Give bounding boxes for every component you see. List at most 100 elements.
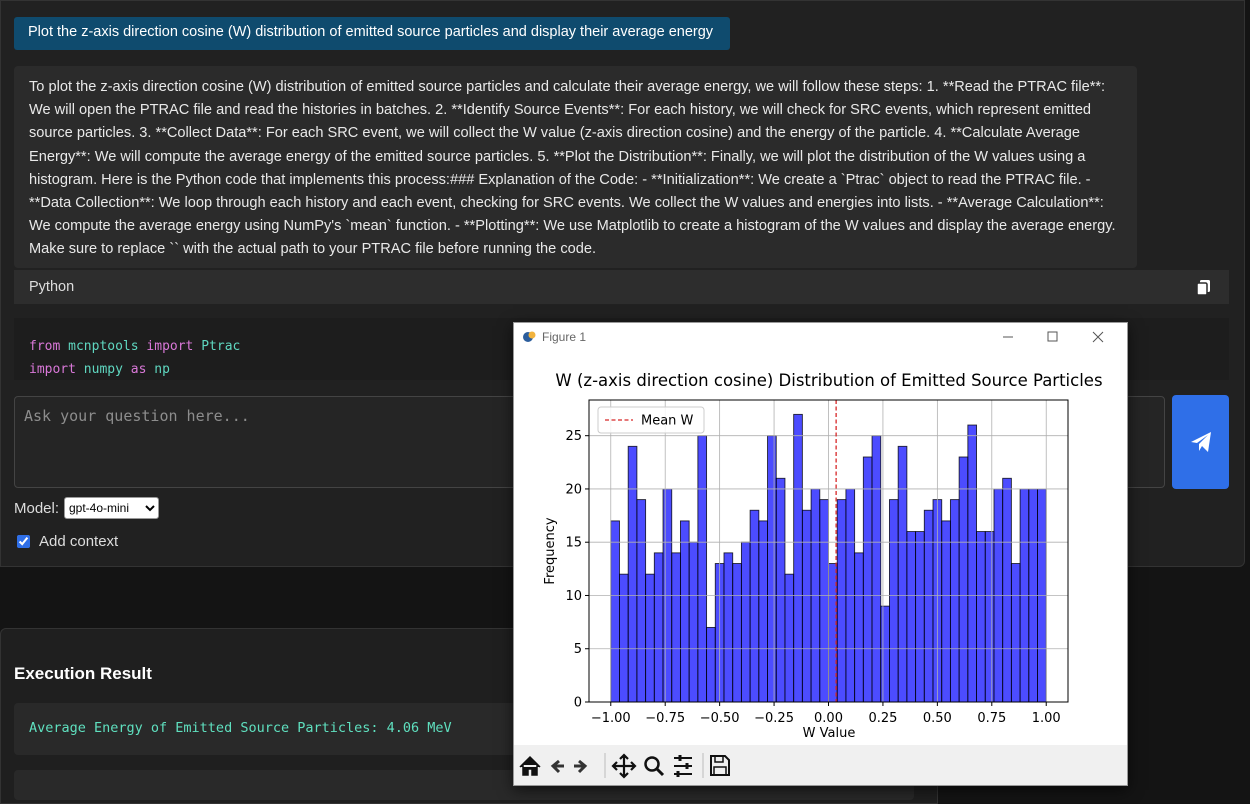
code-token: from	[29, 339, 61, 354]
maximize-button[interactable]	[1047, 331, 1058, 342]
home-button[interactable]	[519, 755, 541, 776]
histogram-bar	[767, 435, 777, 703]
y-tick-label: 20	[565, 482, 582, 497]
close-button[interactable]	[1092, 331, 1104, 343]
axes-frame	[588, 399, 1069, 703]
code-token: np	[154, 362, 170, 377]
send-button[interactable]	[1172, 395, 1229, 489]
histogram-bar	[862, 456, 873, 703]
model-select[interactable]: gpt-4o-mini	[64, 497, 159, 519]
histogram-bar	[967, 424, 978, 703]
histogram-bar	[775, 477, 786, 703]
histogram-bar	[723, 552, 734, 703]
y-tick-label: 0	[574, 696, 582, 711]
x-tick-label: 0.25	[868, 711, 897, 726]
chart-title: W (z-axis direction cosine) Distribution…	[555, 371, 1102, 390]
code-line: import numpy as np	[29, 358, 1214, 381]
histogram-bar	[645, 573, 655, 703]
zoom-button[interactable]	[644, 756, 660, 772]
execution-title: Execution Result	[14, 664, 152, 683]
histogram-bar	[854, 552, 864, 703]
save-icon-part	[714, 755, 724, 763]
histogram-bar	[688, 541, 699, 703]
histogram-bar	[758, 520, 768, 703]
code-line: from mcnptools import Ptrac	[29, 335, 1214, 358]
save-icon-part	[713, 766, 727, 776]
zoom-handle	[655, 767, 665, 777]
code-header: Python	[14, 270, 1229, 304]
toolbar-icons	[519, 753, 730, 779]
window-title: Figure 1	[542, 330, 587, 344]
send-icon	[1191, 432, 1211, 452]
back-button[interactable]	[550, 759, 564, 774]
x-tick-label: 0.00	[814, 711, 843, 726]
legend-box	[597, 406, 705, 434]
histogram-bar	[915, 531, 925, 703]
legend-label: Mean W	[641, 414, 694, 429]
y-axis-label: Frequency	[543, 517, 558, 584]
code-token: numpy	[83, 362, 123, 377]
x-tick-label: 0.75	[977, 711, 1006, 726]
histogram-bar	[976, 531, 986, 703]
histogram-bar	[679, 520, 690, 703]
icon-shape	[528, 331, 536, 339]
code-token: mcnptools	[68, 339, 139, 354]
code-token: import	[29, 362, 76, 377]
figure-toolbar	[514, 745, 1127, 785]
user-prompt: Plot the z-axis direction cosine (W) dis…	[14, 17, 730, 50]
configure-sliders	[676, 755, 689, 777]
assistant-response: To plot the z-axis direction cosine (W) …	[14, 66, 1137, 268]
histogram-bar	[636, 499, 647, 703]
x-tick-label: 0.50	[923, 711, 952, 726]
histogram-bar	[627, 445, 638, 703]
histogram-bar	[749, 509, 760, 703]
context-label: Add context	[39, 533, 119, 550]
histogram-bar	[984, 531, 995, 703]
window-controls	[1003, 331, 1104, 343]
figure-window: Figure 1 W (z-axis direction cosine) Dis…	[513, 322, 1128, 786]
chart: W (z-axis direction cosine) Distribution…	[543, 371, 1103, 741]
histogram-bar	[889, 499, 899, 703]
histogram-bar	[836, 499, 847, 703]
histogram-bar	[697, 435, 708, 703]
paper-plane	[1191, 432, 1211, 452]
histogram-bar	[1010, 563, 1021, 703]
histogram-bar	[958, 456, 969, 703]
histogram-bar	[732, 563, 742, 703]
y-tick-label: 15	[565, 536, 582, 551]
histogram-bar	[653, 552, 664, 703]
forward-button[interactable]	[574, 759, 588, 774]
context-checkbox[interactable]	[17, 535, 30, 548]
x-tick-label: −0.25	[754, 711, 794, 726]
histogram-bar	[871, 435, 882, 703]
code-token: import	[146, 339, 194, 354]
histogram-bar	[923, 509, 934, 703]
x-axis-label: W Value	[803, 726, 856, 741]
y-tick-label: 5	[574, 642, 582, 657]
histogram-bar	[706, 626, 716, 703]
pan-button[interactable]	[611, 753, 637, 779]
histogram-bar	[819, 499, 829, 703]
histogram-bar	[880, 605, 890, 703]
window-title-bar: Figure 1	[514, 323, 1127, 351]
histogram-bar	[801, 509, 812, 703]
histogram-bar	[671, 552, 681, 703]
histogram-bar	[906, 531, 917, 703]
histogram-bar	[949, 499, 960, 703]
histogram-bar	[610, 520, 620, 703]
copy-icon	[1196, 282, 1208, 296]
x-tick-label: −0.50	[700, 711, 740, 726]
histogram-bar	[897, 445, 908, 703]
histogram-bar	[941, 520, 951, 703]
input-placeholder: Ask your question here...	[24, 407, 250, 425]
code-language: Python	[29, 279, 75, 295]
x-tick-label: 1.00	[1032, 711, 1061, 726]
x-tick-label: −1.00	[591, 711, 631, 726]
copy-button[interactable]	[1196, 279, 1212, 297]
code-token: Ptrac	[201, 339, 241, 354]
x-tick-label: −0.75	[645, 711, 685, 726]
app-icon	[523, 331, 536, 342]
histogram-bar	[793, 413, 803, 703]
